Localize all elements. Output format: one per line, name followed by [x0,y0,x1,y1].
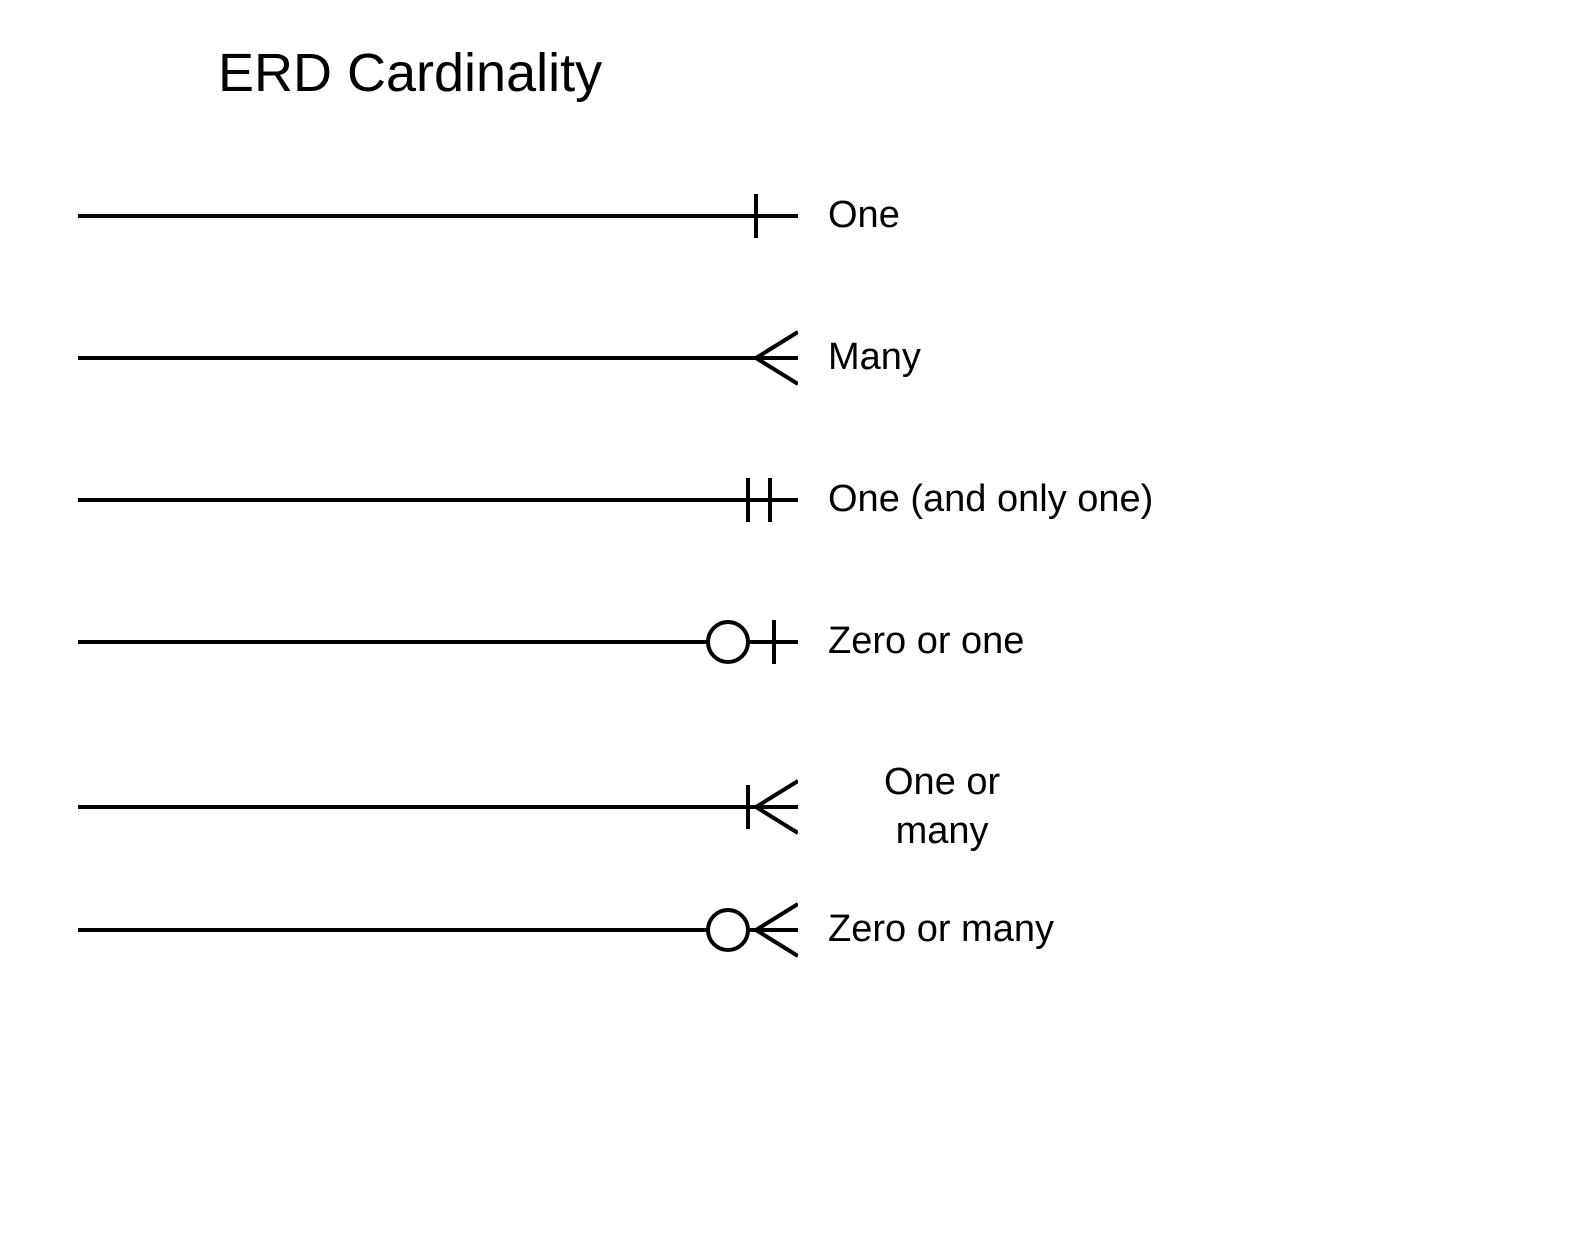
cardinality-row-zero-or-one: Zero or one [78,612,1024,672]
notation-one-only-one-icon [78,470,798,530]
cardinality-row-zero-or-many: Zero or many [78,900,1054,960]
cardinality-label: Zero or one [828,617,1024,666]
cardinality-row-one-or-many: One ormany [78,758,1000,857]
notation-zero-or-many-icon [78,900,798,960]
notation-many-icon [78,328,798,388]
notation-one-or-many-icon [78,777,798,837]
cardinality-label: Zero or many [828,905,1054,954]
cardinality-label: One ormany [884,758,1000,857]
diagram-title: ERD Cardinality [218,42,602,104]
notation-one-icon [78,186,798,246]
cardinality-label: One [828,191,900,240]
cardinality-label: Many [828,333,921,382]
cardinality-row-one-only-one: One (and only one) [78,470,1153,530]
cardinality-label: One (and only one) [828,475,1153,524]
cardinality-row-many: Many [78,328,921,388]
notation-zero-or-one-icon [78,612,798,672]
cardinality-row-one: One [78,186,900,246]
